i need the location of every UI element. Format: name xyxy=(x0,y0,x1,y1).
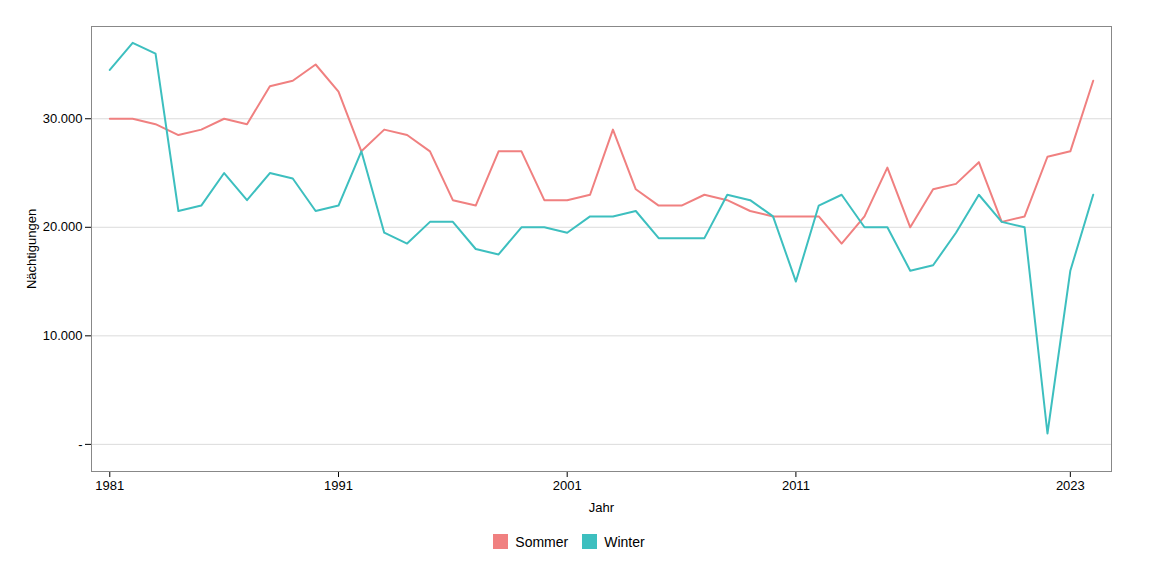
html-text:Winter: Winter xyxy=(604,533,645,550)
svg-text:1981: 1981 xyxy=(95,478,124,493)
svg-text:Nächtigungen: Nächtigungen xyxy=(24,209,39,289)
svg-text:20.000: 20.000 xyxy=(43,219,83,234)
svg-text:-: - xyxy=(78,437,82,452)
html-text:Sommer: Sommer xyxy=(515,533,569,550)
svg-text:2011: 2011 xyxy=(782,478,810,493)
svg-text:1991: 1991 xyxy=(324,478,353,493)
svg-text:2001: 2001 xyxy=(553,478,582,493)
svg-text:30.000: 30.000 xyxy=(43,111,83,126)
svg-text:Jahr: Jahr xyxy=(589,500,615,515)
svg-text:2023: 2023 xyxy=(1056,478,1085,493)
svg-text:10.000: 10.000 xyxy=(43,328,83,343)
